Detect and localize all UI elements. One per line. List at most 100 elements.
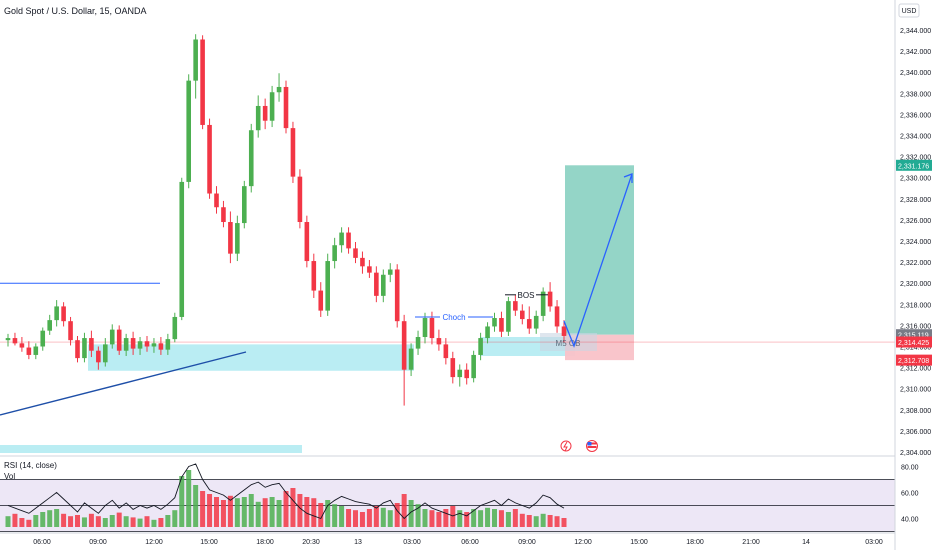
price-tag-stop [896, 354, 932, 366]
candle-body [193, 39, 198, 81]
price-tag-last-text: 2,314.425 [898, 340, 929, 347]
volume-bar [88, 513, 94, 527]
volume-bar [297, 494, 303, 527]
candle [12, 332, 18, 346]
candle-body [248, 130, 254, 187]
volume-bar [304, 497, 310, 527]
candle-body [276, 86, 282, 93]
volume-bar [380, 507, 386, 527]
candle-body [436, 338, 442, 345]
volume-bar [193, 485, 199, 527]
volume-bar [422, 509, 428, 527]
candle [353, 242, 358, 264]
trend-line [0, 351, 247, 416]
zones-layer [0, 165, 634, 453]
volume-bar [332, 504, 338, 527]
price-tick: 2,306.000 [900, 429, 931, 436]
candle [554, 300, 560, 333]
volume-bar [248, 494, 254, 527]
volume-bar [408, 500, 414, 527]
volume-bar [47, 510, 53, 527]
candle [193, 34, 198, 99]
candle-body [75, 340, 80, 359]
candle [346, 227, 351, 254]
price-tick: 2,318.000 [900, 302, 931, 309]
candle [499, 311, 504, 338]
candle [89, 330, 94, 358]
candle-body [513, 301, 518, 311]
candle [248, 123, 254, 193]
candle-body [353, 248, 358, 258]
volume-bar [464, 512, 470, 527]
volume-bar [26, 519, 32, 527]
projection-arrowhead [623, 173, 633, 183]
candle-body [408, 348, 414, 370]
candle-body [26, 347, 32, 355]
volume-bar [318, 503, 324, 527]
price-tag-last [896, 336, 932, 348]
time-tick: 12:00 [145, 539, 163, 546]
time-tick: 09:00 [89, 539, 107, 546]
volume-bar [68, 516, 74, 527]
volume-bar [485, 507, 491, 527]
candle [26, 341, 32, 360]
time-tick: 21:00 [742, 539, 760, 546]
candle-body [492, 318, 497, 327]
lightning-event-icon [560, 440, 572, 452]
volume-bar [276, 500, 282, 527]
volume-bar [311, 498, 317, 527]
volume-bar [179, 476, 185, 527]
candle-body [172, 316, 178, 340]
volume-bar [5, 516, 11, 527]
volume-bar [123, 516, 129, 527]
candle [415, 330, 421, 355]
time-tick: 03:00 [403, 539, 421, 546]
volume-bar [346, 509, 352, 527]
rsi-tick: 80.00 [901, 465, 919, 472]
volume-bar [109, 515, 115, 527]
volume-bar [200, 491, 206, 527]
time-tick: 06:00 [33, 539, 51, 546]
candle-body [415, 337, 421, 349]
candle-body [422, 318, 428, 338]
candle [255, 95, 261, 138]
candle [151, 338, 157, 353]
volume-bar [75, 515, 80, 527]
candle-body [478, 338, 483, 355]
time-tick: 20:30 [302, 539, 320, 546]
price-tag-current [896, 329, 932, 341]
candle-body [123, 338, 129, 351]
candle [297, 169, 303, 229]
candle [242, 180, 247, 229]
volume-bar [325, 500, 331, 527]
candle-body [506, 301, 511, 332]
candle-body [151, 343, 157, 347]
time-tick: 03:00 [865, 539, 883, 546]
candle-body [165, 339, 171, 350]
candle [179, 177, 185, 321]
candle [360, 251, 365, 274]
volume-bar [429, 510, 435, 527]
candle-body [554, 306, 560, 327]
candle-body [54, 306, 59, 321]
candle-body [103, 344, 108, 363]
candle [123, 333, 129, 356]
candle-body [262, 105, 268, 121]
volume-bar [241, 497, 247, 527]
candle-body [137, 341, 143, 349]
volume-bar [540, 513, 546, 527]
candle-body [443, 344, 449, 359]
volume-bar [492, 509, 497, 527]
candle-body [5, 338, 11, 341]
price-tag-stop-text: 2,312.708 [898, 358, 929, 365]
candle [520, 304, 525, 325]
candle-body [457, 369, 463, 378]
candle [172, 312, 178, 343]
candle [436, 329, 442, 351]
candle-body [144, 341, 150, 347]
candle [540, 287, 546, 322]
volume-bar [415, 504, 421, 527]
price-tick: 2,328.000 [900, 197, 931, 204]
